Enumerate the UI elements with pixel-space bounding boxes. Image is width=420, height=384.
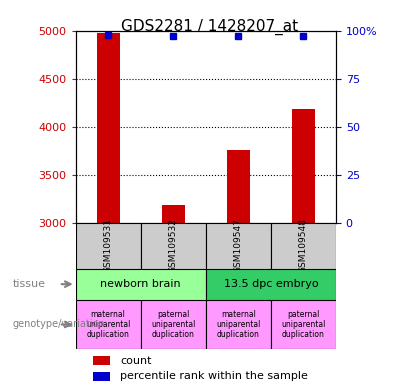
FancyBboxPatch shape — [206, 223, 271, 269]
Bar — [227, 150, 250, 223]
Text: maternal
uniparental
duplication: maternal uniparental duplication — [86, 310, 130, 339]
FancyBboxPatch shape — [141, 300, 206, 349]
Text: GDS2281 / 1428207_at: GDS2281 / 1428207_at — [121, 19, 299, 35]
Text: GSM109548: GSM109548 — [299, 218, 308, 273]
Text: GSM109532: GSM109532 — [169, 218, 178, 273]
Text: 13.5 dpc embryo: 13.5 dpc embryo — [223, 279, 318, 289]
Text: paternal
uniparental
duplication: paternal uniparental duplication — [151, 310, 195, 339]
Bar — [93, 356, 110, 365]
Bar — [93, 372, 110, 381]
FancyBboxPatch shape — [76, 223, 141, 269]
Text: maternal
uniparental
duplication: maternal uniparental duplication — [216, 310, 260, 339]
Text: count: count — [121, 356, 152, 366]
Text: newborn brain: newborn brain — [100, 279, 181, 289]
FancyBboxPatch shape — [271, 223, 336, 269]
Bar — [292, 109, 315, 223]
FancyBboxPatch shape — [76, 269, 206, 300]
Text: genotype/variation: genotype/variation — [13, 319, 105, 329]
Text: tissue: tissue — [13, 279, 46, 289]
Bar — [97, 33, 120, 223]
FancyBboxPatch shape — [206, 300, 271, 349]
FancyBboxPatch shape — [76, 300, 141, 349]
Text: percentile rank within the sample: percentile rank within the sample — [121, 371, 308, 381]
Bar — [162, 205, 185, 223]
Text: GSM109531: GSM109531 — [104, 218, 113, 273]
Text: GSM109547: GSM109547 — [234, 218, 243, 273]
FancyBboxPatch shape — [141, 223, 206, 269]
Text: paternal
uniparental
duplication: paternal uniparental duplication — [281, 310, 326, 339]
FancyBboxPatch shape — [271, 300, 336, 349]
FancyBboxPatch shape — [206, 269, 336, 300]
